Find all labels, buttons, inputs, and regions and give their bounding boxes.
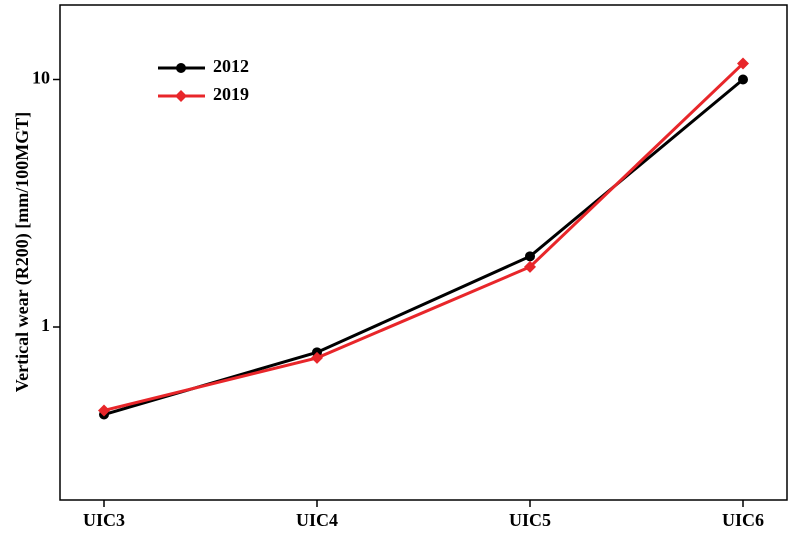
y-axis-label: Vertical wear (R200) [mm/100MGT] bbox=[12, 112, 33, 392]
marker bbox=[525, 251, 535, 262]
legend-label: 2012 bbox=[213, 56, 249, 76]
y-tick-label: 10 bbox=[32, 68, 50, 88]
marker bbox=[524, 260, 536, 273]
x-tick-label: UIC3 bbox=[83, 510, 125, 530]
marker bbox=[176, 63, 186, 73]
x-tick-label: UIC6 bbox=[722, 510, 764, 530]
series-line bbox=[103, 62, 745, 412]
series-line bbox=[103, 78, 744, 416]
marker bbox=[737, 57, 749, 70]
x-tick-label: UIC4 bbox=[296, 510, 338, 530]
plot-frame bbox=[59, 4, 788, 501]
marker bbox=[175, 90, 187, 102]
legend-label: 2019 bbox=[213, 84, 249, 104]
marker bbox=[311, 351, 323, 364]
x-tick-label: UIC5 bbox=[509, 510, 551, 530]
marker bbox=[738, 74, 748, 85]
y-tick-label: 1 bbox=[41, 315, 50, 335]
marker bbox=[98, 404, 110, 417]
